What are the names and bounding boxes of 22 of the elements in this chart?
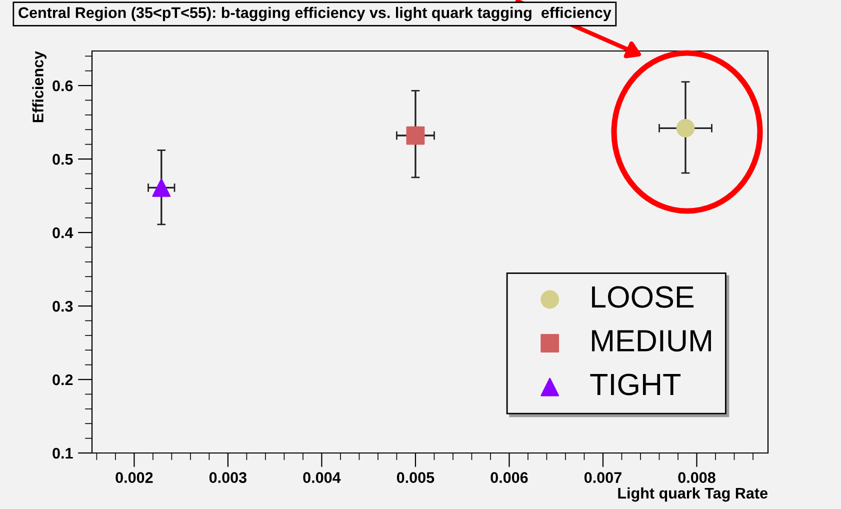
x-tick-label: 0.007 [584,472,622,483]
x-axis-title: Light quark Tag Rate [618,487,768,502]
legend-label: TIGHT [590,374,681,396]
x-tick-label: 0.004 [303,472,341,483]
y-tick-label: 0.3 [52,300,73,312]
x-tick-label: 0.008 [678,472,716,483]
y-tick-label: 0.4 [52,227,74,238]
y-tick-label: 0.1 [52,448,73,459]
legend-label: MEDIUM [592,330,711,352]
x-tick-label: 0.006 [490,472,528,483]
x-tick-label: 0.005 [396,472,434,483]
chart-title: Central Region (35<pT<55): b-tagging efficiency vs. light quark tagging efficiency [18,6,612,22]
x-tick-label: 0.002 [116,472,153,483]
point [152,178,171,197]
legend-label: LOOSE [592,286,694,308]
y-tick-label: 0.2 [52,374,73,386]
y-tick-label: 0.6 [52,80,73,92]
point [406,126,425,145]
point [676,118,695,138]
x-tick-label: 0.003 [209,472,247,483]
y-axis-title: Efficiency [32,51,46,122]
y-tick-label: 0.5 [52,154,73,165]
